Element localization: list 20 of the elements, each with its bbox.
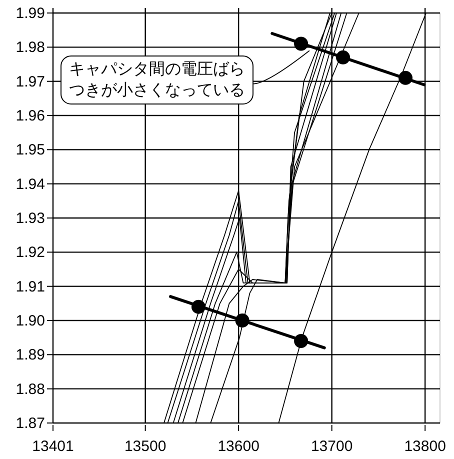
x-tick-label: 13800 [404,438,446,455]
y-tick-label: 1.91 [16,278,45,296]
y-tick-label: 1.95 [16,142,45,159]
y-tick-label: 1.96 [16,108,45,124]
y-tick-label: 1.94 [16,176,45,193]
callout: キャパシタ間の電圧ばらつきが小さくなっている [60,50,310,104]
y-tick-label: 1.99 [16,5,45,22]
annotation: キャパシタ間の電圧ばらつきが小さくなっている [69,61,245,99]
y-tick-label: 1.98 [16,39,45,56]
y-tick-label: 1.87 [16,415,45,432]
x-tick-label: 13401 [32,438,74,455]
y-tick-label: 1.90 [16,312,45,330]
y-tick-label: 1.97 [16,73,45,90]
y-tick-label: 1.88 [16,380,45,398]
y-tick-label: 1.89 [16,346,45,364]
y-tick-label: 1.93 [16,210,45,227]
x-tick-label: 13500 [124,438,166,455]
x-tick-label: 13600 [218,438,260,455]
x-tick-label: 13700 [310,438,353,455]
y-tick-label: 1.92 [16,244,45,262]
